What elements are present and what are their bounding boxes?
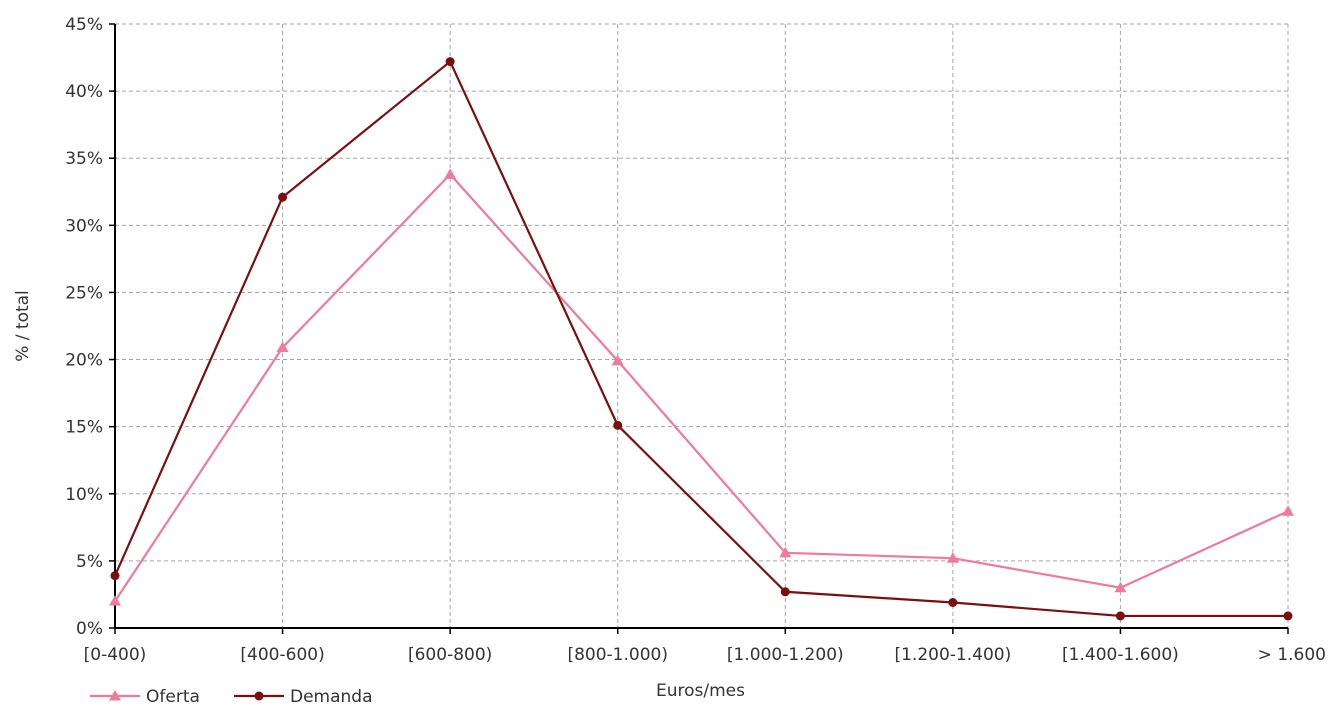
data-point-oferta — [276, 341, 289, 352]
y-tick-label: 10% — [65, 485, 103, 505]
legend-marker — [109, 690, 121, 701]
data-point-oferta — [109, 595, 121, 606]
x-tick-label: [400-600) — [240, 645, 324, 665]
x-axis-title: Euros/mes — [656, 681, 745, 701]
legend-label: Demanda — [290, 687, 373, 706]
y-tick-label: 25% — [65, 283, 103, 303]
data-point-demanda — [278, 192, 288, 202]
x-tick-label: [600-800) — [408, 645, 492, 665]
series-group — [109, 57, 1294, 621]
data-point-demanda — [110, 571, 120, 581]
x-tick-label: [800-1.000) — [567, 645, 668, 665]
data-point-demanda — [1283, 611, 1293, 621]
series-demanda — [110, 57, 1293, 621]
legend-item-oferta: Oferta — [90, 687, 200, 706]
series-oferta — [109, 168, 1294, 606]
grid — [115, 23, 1289, 628]
y-tick-label: 5% — [76, 552, 103, 572]
x-tick-label: [1.400-1.600) — [1062, 645, 1179, 665]
data-point-oferta — [1114, 581, 1127, 593]
data-point-demanda — [1115, 611, 1125, 621]
legend-label: Oferta — [146, 687, 200, 706]
x-tick-label: > 1.600 — [1258, 645, 1326, 665]
data-point-oferta — [946, 552, 959, 563]
data-point-demanda — [780, 587, 790, 597]
data-point-demanda — [613, 420, 623, 430]
y-tick-label: 30% — [65, 216, 103, 236]
legend: Oferta Demanda — [90, 687, 373, 706]
x-tick-label: [1.000-1.200) — [727, 645, 844, 665]
series-line-oferta — [114, 172, 1289, 602]
data-point-oferta — [779, 546, 792, 558]
data-point-oferta — [611, 354, 624, 366]
x-tick-label: [0-400) — [84, 645, 147, 665]
series-line-demanda — [113, 59, 1288, 618]
data-point-oferta — [1282, 505, 1294, 516]
y-tick-label: 15% — [65, 418, 103, 438]
x-tick-labels: [0-400) [400-600) [600-800) [800-1.000) [1.0… — [84, 645, 1326, 665]
data-point-demanda — [445, 57, 455, 67]
data-point-oferta — [444, 168, 457, 179]
x-tick-label: [1.200-1.400) — [894, 645, 1011, 665]
y-tick-label: 40% — [65, 82, 103, 102]
y-tick-label: 0% — [76, 619, 103, 639]
y-tick-label: 20% — [65, 351, 103, 371]
y-tick-label: 35% — [65, 149, 103, 169]
axes — [109, 23, 1289, 634]
legend-marker — [254, 691, 264, 701]
y-tick-label: 45% — [65, 15, 103, 35]
y-axis-title: % / total — [13, 290, 33, 362]
y-tick-labels: 0% 5% 10% 15% 20% 25% 30% 35% 40% 45% — [65, 15, 103, 639]
data-point-demanda — [948, 597, 958, 607]
legend-item-demanda: Demanda — [234, 687, 373, 706]
